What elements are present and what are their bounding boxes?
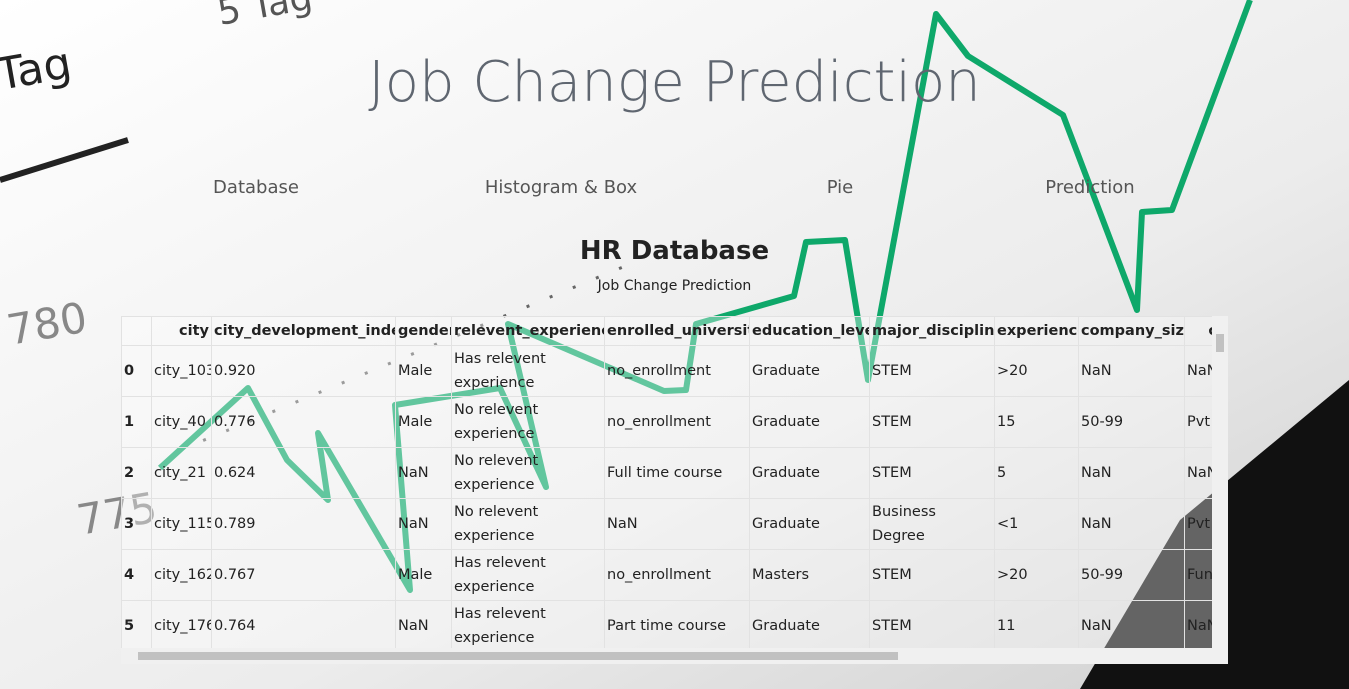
table-row: 5 city_176 0.764 NaN Has relevent experience… <box>121 600 1212 648</box>
table-cell: <1 <box>994 498 1079 550</box>
table-cell: Masters <box>749 549 870 601</box>
table-cell: city_21 <box>151 447 212 499</box>
table-cell: STEM <box>869 447 995 499</box>
table-cell: Pvt <box>1184 498 1212 550</box>
table-cell: Pvt <box>1184 396 1212 448</box>
table-cell: Graduate <box>749 345 870 397</box>
nav-link[interactable]: Histogram & Box <box>484 177 638 198</box>
index-header <box>121 316 152 346</box>
row-index: 0 <box>121 345 152 397</box>
table-cell: Male <box>395 345 452 397</box>
table-cell: No relevent experience <box>451 396 605 448</box>
table-cell: STEM <box>869 600 995 648</box>
table-cell: STEM <box>869 345 995 397</box>
table-cell: 50-99 <box>1078 396 1185 448</box>
table-cell: 15 <box>994 396 1079 448</box>
table-cell: Has relevent experience <box>451 549 605 601</box>
row-index: 4 <box>121 549 152 601</box>
table-cell: NaN <box>1184 447 1212 499</box>
nav-link[interactable]: Database <box>213 177 299 198</box>
column-header: city <box>151 316 212 346</box>
table-cell: NaN <box>1078 447 1185 499</box>
table-cell: Graduate <box>749 396 870 448</box>
nav-link[interactable]: Pie <box>826 177 854 198</box>
table-cell: NaN <box>1078 498 1185 550</box>
table-cell: 5 <box>994 447 1079 499</box>
column-header: education_level <box>749 316 870 346</box>
nav-link[interactable]: Prediction <box>1045 177 1135 198</box>
table-cell: Full time course <box>604 447 750 499</box>
table-cell: 0.789 <box>211 498 396 550</box>
table-row: 4 city_162 0.767 Male Has relevent experienc… <box>121 549 1212 601</box>
table-cell: NaN <box>395 600 452 648</box>
table-cell: 0.764 <box>211 600 396 648</box>
table-cell: No relevent experience <box>451 498 605 550</box>
table-cell: no_enrollment <box>604 396 750 448</box>
table-row: 3 city_115 0.789 NaN No relevent experience N… <box>121 498 1212 550</box>
table-cell: NaN <box>395 498 452 550</box>
table-cell: 0.767 <box>211 549 396 601</box>
table-cell: NaN <box>1184 600 1212 648</box>
table-cell: NaN <box>1078 345 1185 397</box>
table-cell: NaN <box>1184 345 1212 397</box>
table-cell: no_enrollment <box>604 345 750 397</box>
table-cell: STEM <box>869 549 995 601</box>
table-cell: Graduate <box>749 600 870 648</box>
table-cell: 0.776 <box>211 396 396 448</box>
table-cell: NaN <box>395 447 452 499</box>
column-header: gender <box>395 316 452 346</box>
column-header: company_size <box>1078 316 1185 346</box>
table-cell: 0.920 <box>211 345 396 397</box>
table-cell: Graduate <box>749 498 870 550</box>
table-cell: city_176 <box>151 600 212 648</box>
column-header: major_discipline <box>869 316 995 346</box>
table-cell: Male <box>395 396 452 448</box>
table-cell: city_115 <box>151 498 212 550</box>
table-cell: >20 <box>994 345 1079 397</box>
column-header: city_development_index <box>211 316 396 346</box>
page-title: Job Change Prediction <box>368 50 981 115</box>
row-index: 1 <box>121 396 152 448</box>
table-cell: city_40 <box>151 396 212 448</box>
dataframe[interactable]: city city_development_index gender relevent… <box>121 316 1212 648</box>
table-cell: Business Degree <box>869 498 995 550</box>
column-header: relevent_experience <box>451 316 605 346</box>
table-cell: NaN <box>1078 600 1185 648</box>
header-row: city city_development_index gender relevent… <box>121 316 1212 346</box>
table-cell: Graduate <box>749 447 870 499</box>
table-cell: STEM <box>869 396 995 448</box>
horizontal-scrollbar[interactable] <box>121 648 1228 664</box>
table-cell: Fun <box>1184 549 1212 601</box>
table-cell: Has relevent experience <box>451 345 605 397</box>
row-index: 2 <box>121 447 152 499</box>
column-header: com <box>1184 316 1212 346</box>
table-cell: >20 <box>994 549 1079 601</box>
table-row: 0 city_103 0.920 Male Has relevent experienc… <box>121 345 1212 397</box>
table-cell: city_162 <box>151 549 212 601</box>
section-title: HR Database <box>579 236 770 266</box>
table-cell: 50-99 <box>1078 549 1185 601</box>
table-cell: Part time course <box>604 600 750 648</box>
table-cell: 11 <box>994 600 1079 648</box>
table-cell: 0.624 <box>211 447 396 499</box>
column-header: experience <box>994 316 1079 346</box>
section-subtitle: Job Change Prediction <box>597 278 752 294</box>
table-cell: No relevent experience <box>451 447 605 499</box>
data-table: city city_development_index gender relevent… <box>121 316 1212 648</box>
row-index: 5 <box>121 600 152 648</box>
table-cell: Male <box>395 549 452 601</box>
vertical-scrollbar[interactable] <box>1212 316 1228 648</box>
table-cell: no_enrollment <box>604 549 750 601</box>
table-cell: Has relevent experience <box>451 600 605 648</box>
row-index: 3 <box>121 498 152 550</box>
table-cell: NaN <box>604 498 750 550</box>
table-row: 1 city_40 0.776 Male No relevent experience n… <box>121 396 1212 448</box>
table-cell: city_103 <box>151 345 212 397</box>
column-header: enrolled_university <box>604 316 750 346</box>
table-row: 2 city_21 0.624 NaN No relevent experience Fu… <box>121 447 1212 499</box>
